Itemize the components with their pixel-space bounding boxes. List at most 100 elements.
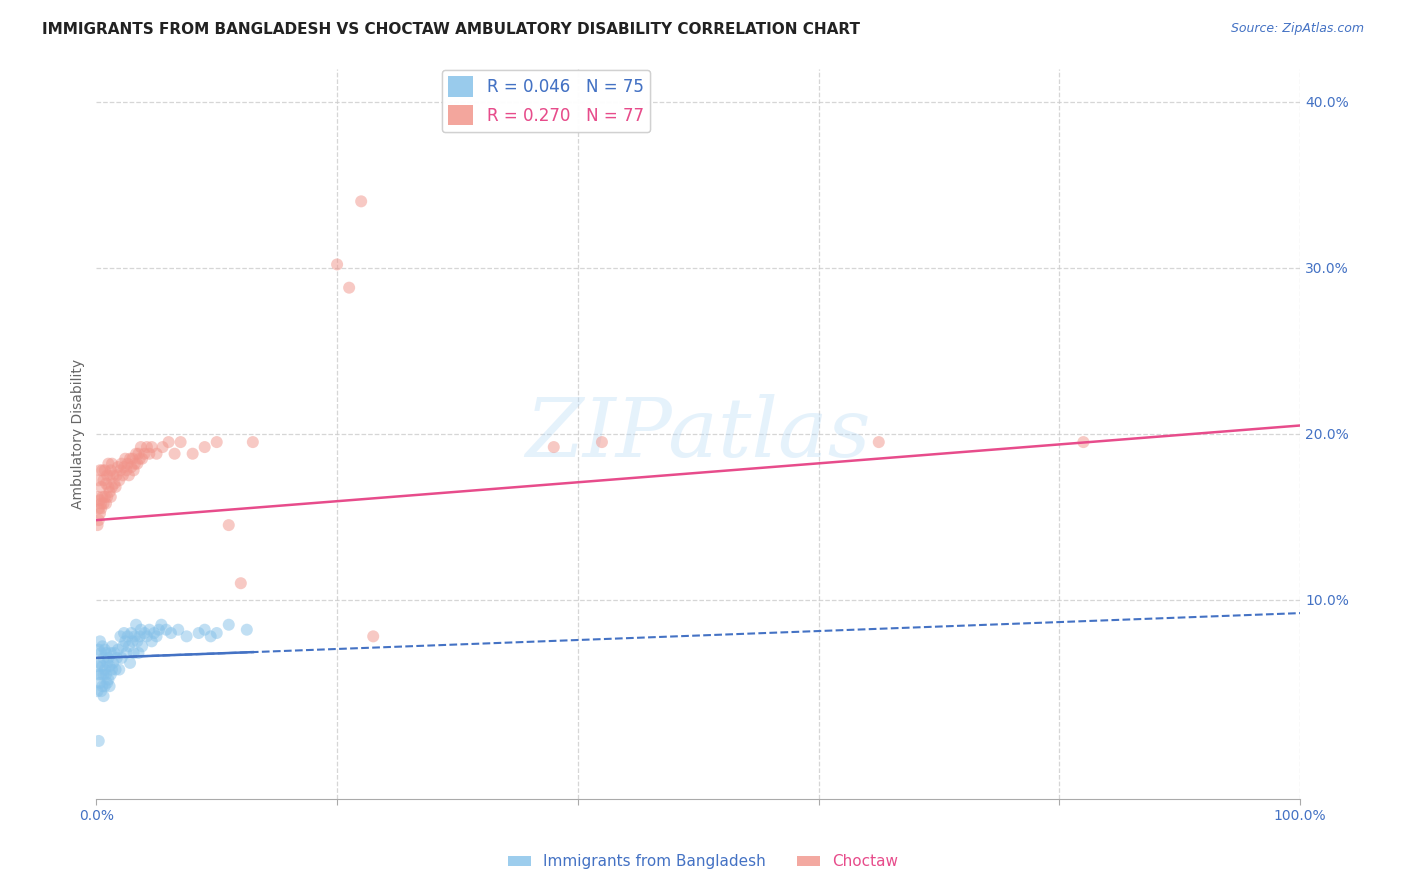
Point <box>104 480 127 494</box>
Point <box>93 473 115 487</box>
Point <box>143 626 166 640</box>
Point <box>160 626 183 640</box>
Point <box>236 623 259 637</box>
Point <box>187 626 209 640</box>
Point <box>114 634 136 648</box>
Point <box>97 651 120 665</box>
Point <box>100 646 122 660</box>
Point <box>89 656 111 670</box>
Point <box>591 435 613 450</box>
Point <box>127 447 149 461</box>
Point <box>120 451 142 466</box>
Point <box>148 623 170 637</box>
Point <box>122 463 145 477</box>
Point <box>337 281 360 295</box>
Point <box>111 640 134 654</box>
Point <box>100 490 122 504</box>
Point <box>124 457 146 471</box>
Point <box>94 490 117 504</box>
Point <box>87 501 110 516</box>
Point <box>93 496 115 510</box>
Point <box>87 473 110 487</box>
Point <box>115 646 138 660</box>
Point <box>96 656 118 670</box>
Point <box>194 440 217 454</box>
Point <box>218 518 240 533</box>
Point <box>91 463 114 477</box>
Point <box>117 629 139 643</box>
Point <box>169 435 191 450</box>
Point <box>105 651 128 665</box>
Point <box>128 629 150 643</box>
Point <box>94 663 117 677</box>
Legend: Immigrants from Bangladesh, Choctaw: Immigrants from Bangladesh, Choctaw <box>502 848 904 875</box>
Point <box>125 617 148 632</box>
Point <box>90 646 112 660</box>
Point <box>89 493 111 508</box>
Point <box>94 642 117 657</box>
Point <box>118 468 141 483</box>
Point <box>141 440 163 454</box>
Point <box>96 676 118 690</box>
Point <box>543 440 565 454</box>
Point <box>108 473 131 487</box>
Point <box>141 634 163 648</box>
Point <box>90 496 112 510</box>
Point <box>157 435 180 450</box>
Point <box>111 468 134 483</box>
Point <box>97 673 120 687</box>
Point <box>91 659 114 673</box>
Point <box>94 463 117 477</box>
Point <box>120 656 142 670</box>
Point <box>114 451 136 466</box>
Point <box>87 667 110 681</box>
Point <box>135 440 157 454</box>
Point <box>87 513 110 527</box>
Point <box>110 463 132 477</box>
Point <box>101 480 124 494</box>
Point <box>138 447 160 461</box>
Point <box>205 435 228 450</box>
Point <box>181 447 204 461</box>
Point <box>103 476 125 491</box>
Point <box>100 463 122 477</box>
Point <box>86 684 108 698</box>
Point <box>107 460 129 475</box>
Point <box>131 451 153 466</box>
Point <box>93 689 115 703</box>
Point <box>91 490 114 504</box>
Point <box>90 480 112 494</box>
Point <box>118 640 141 654</box>
Point <box>96 468 118 483</box>
Point <box>229 576 252 591</box>
Point <box>91 640 114 654</box>
Point <box>103 468 125 483</box>
Point <box>111 457 134 471</box>
Point <box>129 623 152 637</box>
Point <box>121 451 143 466</box>
Point <box>94 476 117 491</box>
Point <box>138 623 160 637</box>
Point <box>90 667 112 681</box>
Point <box>145 629 167 643</box>
Point <box>110 629 132 643</box>
Point <box>120 626 142 640</box>
Point <box>868 435 890 450</box>
Point <box>152 440 174 454</box>
Point <box>104 663 127 677</box>
Point <box>105 468 128 483</box>
Point <box>127 646 149 660</box>
Point <box>90 684 112 698</box>
Point <box>89 676 111 690</box>
Point <box>205 626 228 640</box>
Text: Source: ZipAtlas.com: Source: ZipAtlas.com <box>1230 22 1364 36</box>
Point <box>134 626 156 640</box>
Point <box>112 626 135 640</box>
Y-axis label: Ambulatory Disability: Ambulatory Disability <box>72 359 86 508</box>
Point <box>350 194 373 209</box>
Point <box>98 468 121 483</box>
Point <box>87 734 110 748</box>
Point <box>131 640 153 654</box>
Point <box>86 490 108 504</box>
Point <box>163 447 186 461</box>
